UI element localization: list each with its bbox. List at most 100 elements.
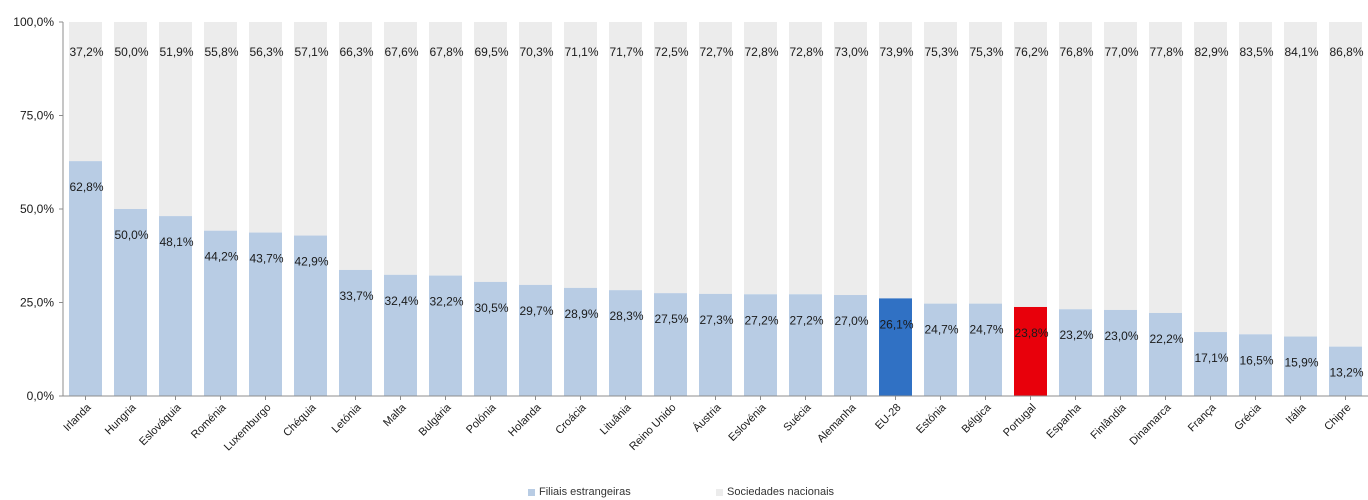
x-tick-label: Holanda <box>506 401 544 439</box>
x-tick-label: Malta <box>381 401 409 429</box>
bar-sociedades-nacionais <box>474 22 507 282</box>
bar-filiais-estrangeiras <box>204 230 237 396</box>
x-tick-label: Bulgária <box>417 401 455 439</box>
x-tick-label: Áustria <box>690 400 724 434</box>
bar-sociedades-nacionais <box>69 22 102 162</box>
data-label-filiais: 27,3% <box>699 313 733 327</box>
bar-sociedades-nacionais <box>384 22 417 275</box>
bar-filiais-estrangeiras <box>1059 309 1092 396</box>
data-label-filiais: 28,3% <box>609 309 643 323</box>
bar-filiais-estrangeiras <box>924 303 957 396</box>
bar-sociedades-nacionais <box>1149 22 1182 313</box>
data-label-filiais: 16,5% <box>1239 353 1273 367</box>
x-tick-label: Estónia <box>914 401 949 436</box>
bar-filiais-estrangeiras <box>159 216 192 396</box>
x-tick-label: Bélgica <box>960 401 995 436</box>
bar-filiais-estrangeiras <box>294 235 327 396</box>
x-tick-label: Letónia <box>330 401 365 436</box>
data-label-sociedades: 56,3% <box>249 45 283 59</box>
data-label-sociedades: 70,3% <box>519 45 553 59</box>
x-tick-label: Grécia <box>1232 401 1264 433</box>
bar-filiais-estrangeiras <box>609 290 642 396</box>
data-label-filiais: 23,8% <box>1014 326 1048 340</box>
data-label-filiais: 13,2% <box>1329 366 1363 380</box>
data-label-filiais: 15,9% <box>1284 356 1318 370</box>
x-tick-label: Chéquia <box>281 401 319 439</box>
bar-sociedades-nacionais <box>1104 22 1137 310</box>
data-label-sociedades: 71,1% <box>564 45 598 59</box>
x-tick-label: Chipre <box>1322 402 1353 433</box>
bar-sociedades-nacionais <box>519 22 552 285</box>
x-tick-label: Finlândia <box>1089 401 1130 442</box>
bar-sociedades-nacionais <box>204 22 237 231</box>
bar-sociedades-nacionais <box>789 22 822 295</box>
bar-sociedades-nacionais <box>834 22 867 296</box>
x-tick-label: Eslovénia <box>726 401 769 444</box>
bar-filiais-estrangeiras <box>1239 334 1272 396</box>
bar-filiais-estrangeiras <box>69 161 102 396</box>
data-label-sociedades: 50,0% <box>114 45 148 59</box>
x-tick-label: Hungria <box>103 401 139 437</box>
bar-filiais-estrangeiras <box>834 295 867 396</box>
bar-sociedades-nacionais <box>654 22 687 294</box>
legend-item-filiais: Filiais estrangeiras <box>528 486 631 498</box>
data-label-filiais: 22,2% <box>1149 332 1183 346</box>
data-label-filiais: 32,2% <box>429 295 463 309</box>
data-label-sociedades: 66,3% <box>339 45 373 59</box>
data-label-filiais: 33,7% <box>339 289 373 303</box>
data-label-filiais: 27,5% <box>654 312 688 326</box>
x-tick-label: Irlanda <box>61 401 94 434</box>
legend-swatch-sociedades <box>716 488 723 496</box>
bar-sociedades-nacionais <box>1014 22 1047 307</box>
y-tick-label: 100,0% <box>13 15 54 29</box>
data-label-filiais: 50,0% <box>114 228 148 242</box>
bar-sociedades-nacionais <box>114 22 147 209</box>
bar-filiais-estrangeiras <box>789 294 822 396</box>
data-label-filiais: 43,7% <box>249 252 283 266</box>
x-tick-label: Portugal <box>1001 402 1038 439</box>
bar-sociedades-nacionais <box>969 22 1002 304</box>
x-tick-label: Reino Unido <box>627 402 678 453</box>
bar-filiais-estrangeiras <box>384 274 417 396</box>
bar-filiais-estrangeiras <box>969 303 1002 396</box>
bar-sociedades-nacionais <box>879 22 912 299</box>
bar-filiais-estrangeiras <box>699 293 732 396</box>
data-label-sociedades: 72,8% <box>744 45 778 59</box>
bar-sociedades-nacionais <box>609 22 642 291</box>
data-label-sociedades: 83,5% <box>1239 45 1273 59</box>
data-label-sociedades: 86,8% <box>1329 45 1363 59</box>
bar-filiais-estrangeiras <box>114 209 147 396</box>
data-label-filiais: 24,7% <box>969 323 1003 337</box>
data-label-filiais: 29,7% <box>519 304 553 318</box>
bar-filiais-estrangeiras <box>474 281 507 396</box>
bar-filiais-estrangeiras <box>879 298 912 396</box>
data-label-sociedades: 75,3% <box>969 45 1003 59</box>
bar-sociedades-nacionais <box>294 22 327 236</box>
legend-label-filiais: Filiais estrangeiras <box>539 486 631 498</box>
bar-filiais-estrangeiras <box>1194 332 1227 396</box>
x-tick-label: Lituânia <box>598 401 634 437</box>
data-label-sociedades: 72,8% <box>789 45 823 59</box>
data-label-sociedades: 57,1% <box>294 45 328 59</box>
bar-filiais-estrangeiras <box>564 287 597 396</box>
x-tick-label: França <box>1186 401 1219 434</box>
stacked-bar-chart: 0,0% 25,0% 50,0% 75,0% 100,0% 62,8% 37,2% 50,0… <box>13 15 1368 454</box>
data-label-filiais: 44,2% <box>204 250 238 264</box>
data-labels: 62,8% 37,2% 50,0% 50,0% 48,1% 51,9% 44,2% 55,8%… <box>69 45 1363 380</box>
y-tick-label: 75,0% <box>20 109 54 123</box>
bar-sociedades-nacionais <box>159 22 192 217</box>
data-label-filiais: 42,9% <box>294 255 328 269</box>
bar-filiais-estrangeiras <box>1104 309 1137 396</box>
x-tick-label: Dinamarca <box>1128 401 1175 448</box>
x-tick-label: Polónia <box>464 401 499 436</box>
data-label-sociedades: 72,5% <box>654 45 688 59</box>
x-tick-label: Suécia <box>781 401 814 434</box>
x-tick-label: Alemanha <box>815 401 859 445</box>
x-tick-label: Roménia <box>189 401 229 441</box>
data-label-sociedades: 67,6% <box>384 45 418 59</box>
y-tick-label: 0,0% <box>27 389 55 403</box>
x-tick-label: Luxemburgo <box>222 402 274 454</box>
bar-filiais-estrangeiras <box>1329 346 1362 396</box>
